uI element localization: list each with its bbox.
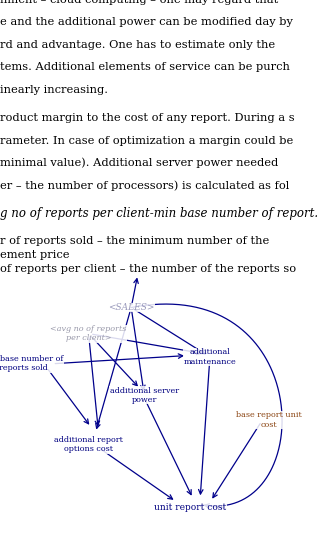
Text: e and the additional power can be modified day by: e and the additional power can be modifi… [0,17,293,27]
Text: g no of reports per client-min base number of report.: g no of reports per client-min base numb… [0,207,318,220]
Text: unit report cost: unit report cost [154,504,226,512]
Text: <avg no of reports
per client>: <avg no of reports per client> [51,325,127,342]
Text: er – the number of processors) is calculated as fol: er – the number of processors) is calcul… [0,180,289,191]
Text: additional
maintenance: additional maintenance [184,348,236,365]
Text: roduct margin to the cost of any report. During a s: roduct margin to the cost of any report.… [0,114,295,124]
Text: min base number of
reports sold: min base number of reports sold [0,355,64,372]
Text: inearly increasing.: inearly increasing. [0,85,108,95]
Text: additional report
options cost: additional report options cost [54,436,123,454]
Text: <SALES>: <SALES> [108,303,154,312]
Text: r of reports sold – the minimum number of the: r of reports sold – the minimum number o… [0,236,269,246]
Text: ement price: ement price [0,250,70,260]
Text: minimal value). Additional server power needed: minimal value). Additional server power … [0,158,278,168]
Text: additional server
power: additional server power [110,387,179,404]
Text: rameter. In case of optimization a margin could be: rameter. In case of optimization a margi… [0,136,293,146]
Text: rd and advantage. One has to estimate only the: rd and advantage. One has to estimate on… [0,40,275,50]
Text: base report unit
cost: base report unit cost [236,412,302,429]
Text: nment – cloud computing – one may regard that: nment – cloud computing – one may regard… [0,0,278,5]
Text: tems. Additional elements of service can be purch: tems. Additional elements of service can… [0,62,290,73]
Text: of reports per client – the number of the reports so: of reports per client – the number of th… [0,264,296,274]
